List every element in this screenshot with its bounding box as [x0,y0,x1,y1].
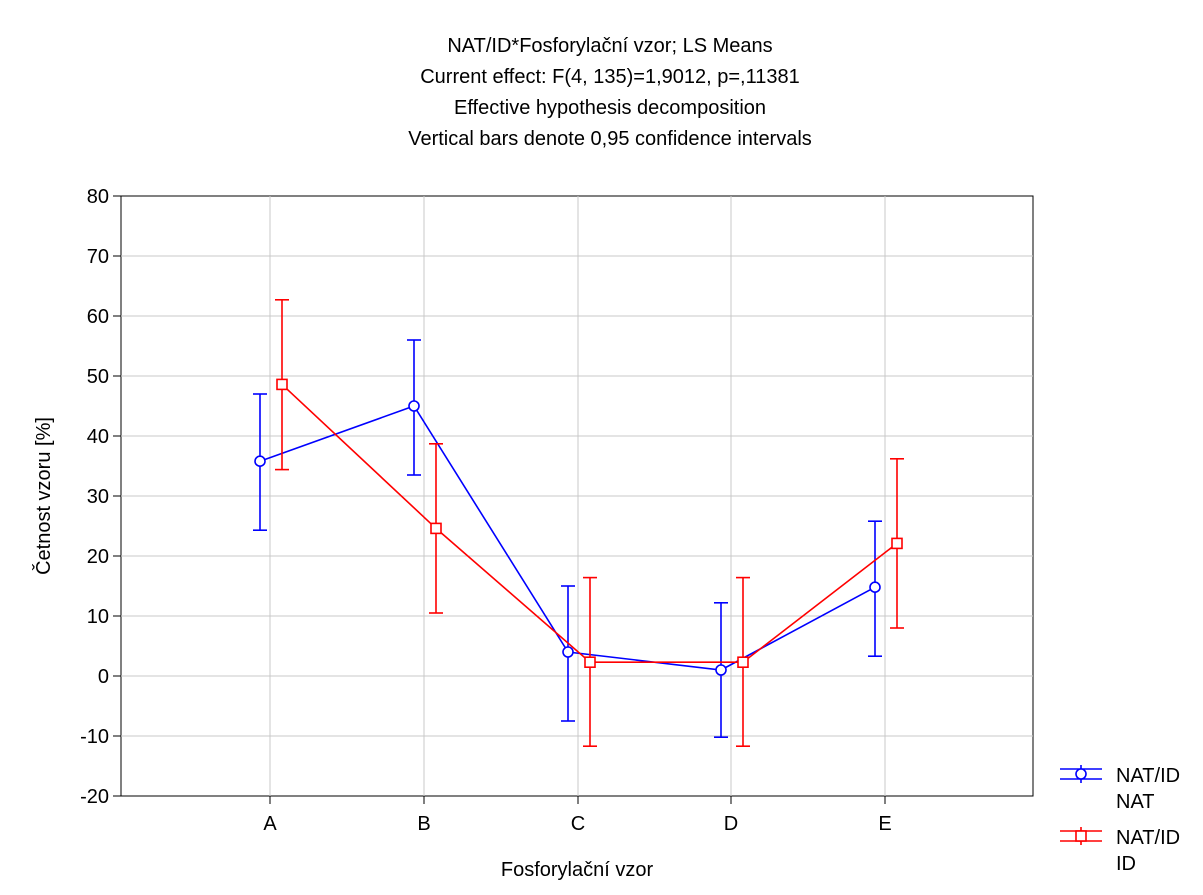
x-tick-label: E [878,813,891,835]
legend: NAT/ID NAT NAT/ID ID [1060,765,1180,875]
gridlines [121,196,1033,796]
y-tick-label: 0 [98,666,109,688]
chart-title: NAT/ID*Fosforylační vzor; LS Means Curren… [408,35,812,150]
x-axis: A B C D E [263,796,892,835]
data-point [715,664,727,676]
data-point [584,656,596,669]
y-tick-label: 20 [87,546,109,568]
data-point [869,581,881,594]
series-group [253,298,904,748]
title-line: Effective hypothesis decomposition [454,97,766,119]
data-point [891,537,903,550]
title-line: Current effect: F(4, 135)=1,9012, p=,113… [420,66,800,88]
legend-item-1: NAT/ID NAT [1060,765,1180,813]
y-tick-label: 30 [87,486,109,508]
legend-label: ID [1116,853,1136,875]
series-2 [275,298,904,748]
y-tick-label: 70 [87,246,109,268]
x-tick-label: C [571,813,585,835]
data-point [737,656,749,669]
y-tick-label: 80 [87,186,109,208]
legend-label: NAT/ID [1116,827,1180,849]
legend-marker [1075,768,1087,780]
legend-marker [1075,830,1087,842]
data-point [430,522,442,535]
y-tick-label: -20 [80,786,109,808]
data-point [254,455,266,468]
x-tick-label: A [263,813,277,835]
data-point [408,400,420,412]
y-tick-label: 10 [87,606,109,628]
legend-label: NAT [1116,791,1155,813]
data-point [276,378,288,391]
y-axis: -20 -10 0 10 20 30 40 50 60 70 80 [80,186,121,808]
data-point [562,646,574,658]
title-line: Vertical bars denote 0,95 confidence int… [408,128,812,150]
y-tick-label: 40 [87,426,109,448]
x-tick-label: D [724,813,738,835]
y-tick-label: 50 [87,366,109,388]
x-axis-label: Fosforylační vzor [501,859,654,881]
y-axis-label: Četnost vzoru [%] [32,417,55,575]
y-tick-label: -10 [80,726,109,748]
legend-item-2: NAT/ID ID [1060,827,1180,875]
series-1 [253,339,882,739]
title-line: NAT/ID*Fosforylační vzor; LS Means [447,35,772,57]
x-tick-label: B [417,813,430,835]
y-tick-label: 60 [87,306,109,328]
legend-label: NAT/ID [1116,765,1180,787]
